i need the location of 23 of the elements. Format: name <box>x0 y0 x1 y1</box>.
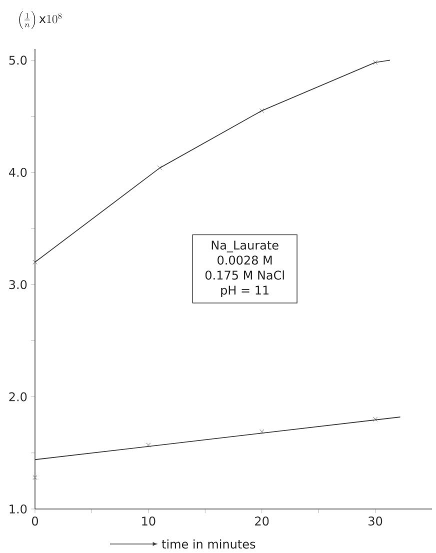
point <box>157 166 162 170</box>
annotation: Na_Laurate <box>212 240 278 252</box>
y-tick-label: 4.0 <box>8 168 27 177</box>
x-axis-title: time in minutes <box>162 539 256 549</box>
x-tick-label: 10 <box>142 516 156 526</box>
annotation: pH = 11 <box>221 286 269 298</box>
point <box>32 260 38 264</box>
annotation: 0.0028 M <box>218 256 272 265</box>
y-tick-label: 1.0 <box>10 504 27 514</box>
point <box>372 60 378 65</box>
x-tick-label: 30 <box>368 516 382 526</box>
x-tick-label: 0 <box>32 516 38 526</box>
x-tick-label: 20 <box>255 516 269 526</box>
y-tick-label: 5.0 <box>9 56 27 65</box>
y-axis-title: $\left(\frac{1}{n}\right)\mathrm{x}10^{8}$ <box>19 10 62 29</box>
point <box>260 429 264 434</box>
y-tick-label: 2.0 <box>9 392 27 402</box>
point <box>372 416 378 422</box>
point <box>32 475 38 480</box>
annotation: 0.175 M NaCl <box>205 270 284 280</box>
point <box>146 442 151 448</box>
y-tick-label: 3.0 <box>9 280 27 290</box>
point <box>260 108 264 114</box>
